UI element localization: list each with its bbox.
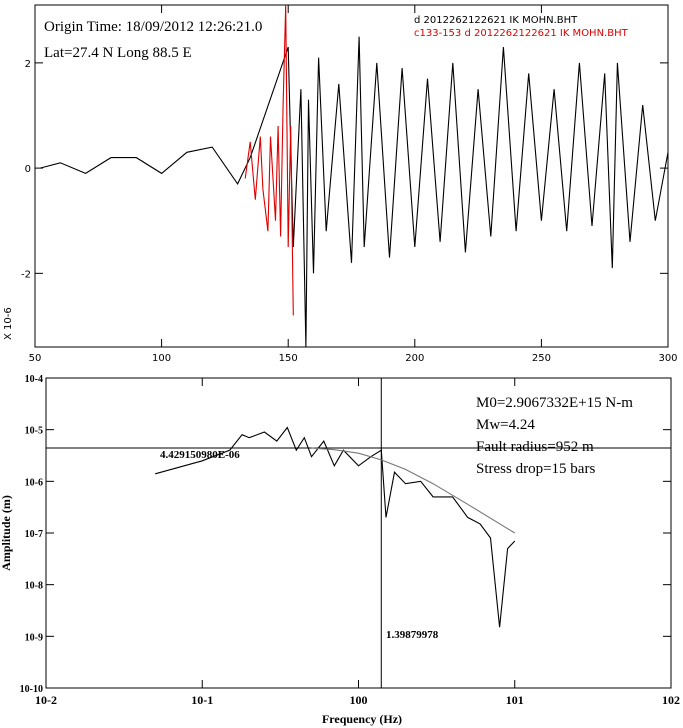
y-exponent-label: X 10-6 — [3, 307, 14, 340]
y-tick-label: 10-10 — [20, 684, 43, 695]
waveform-series-black — [39, 36, 669, 348]
legend-entry-red: c133-153 d 2012262122621 IK MOHN.BHT — [414, 28, 629, 39]
brune-model-curve — [311, 447, 516, 534]
y-axis-title: Amplitude (m) — [0, 495, 13, 571]
x-tick-label: 250 — [532, 353, 551, 364]
m0-text: M0=2.9067332E+15 N-m — [476, 395, 633, 411]
x-tick-label: 100 — [350, 693, 368, 707]
legend-entry-black: d 2012262122621 IK MOHN.BHT — [414, 15, 578, 26]
spectrum-frame — [45, 377, 672, 689]
y-tick-label: -2 — [21, 269, 31, 280]
y-tick-label: 10-4 — [25, 374, 43, 385]
x-axis-title: Frequency (Hz) — [322, 712, 402, 726]
x-tick-label: 10-1 — [191, 693, 213, 707]
spectrum-series — [155, 426, 516, 628]
waveform-frame — [34, 4, 669, 348]
fault-radius-text: Fault radius=952 m — [476, 439, 594, 455]
origin-time-text: Origin Time: 18/09/2012 12:26:21.0 — [44, 19, 262, 35]
waveform-panel: 50 100 150 200 250 300 -2 0 2 Origin Time: 18/09… — [3, 4, 678, 364]
x-tick-label: 200 — [405, 353, 424, 364]
lat-long-text: Lat=27.4 N Long 88.5 E — [44, 45, 192, 61]
x-tick-label: 100 — [152, 353, 171, 364]
y-tick-label: 10-5 — [25, 426, 43, 437]
plateau-value-label: 4.429150980E-06 — [160, 449, 240, 461]
corner-frequency-label: 1.39879978 — [386, 629, 439, 641]
stress-drop-text: Stress drop=15 bars — [476, 461, 595, 477]
x-tick-label: 102 — [662, 693, 680, 707]
waveform-series-red — [244, 4, 294, 316]
y-tick-label: 10-9 — [25, 632, 43, 643]
x-tick-label: 300 — [658, 353, 677, 364]
spectrum-panel: 10-2 10-1 100 101 102 10-10 10-9 10-8 10-7 10-6 10… — [0, 374, 680, 726]
y-tick-label: 10-8 — [25, 581, 43, 592]
y-tick-label: 10-6 — [25, 477, 43, 488]
y-tick-label: 2 — [25, 59, 31, 70]
y-tick-label: 10-7 — [25, 529, 43, 540]
y-tick-label: 0 — [25, 164, 31, 175]
mw-text: Mw=4.24 — [476, 417, 535, 433]
x-tick-label: 101 — [506, 693, 524, 707]
x-tick-label: 50 — [29, 353, 42, 364]
x-tick-label: 10-2 — [35, 693, 57, 707]
x-tick-label: 150 — [279, 353, 298, 364]
